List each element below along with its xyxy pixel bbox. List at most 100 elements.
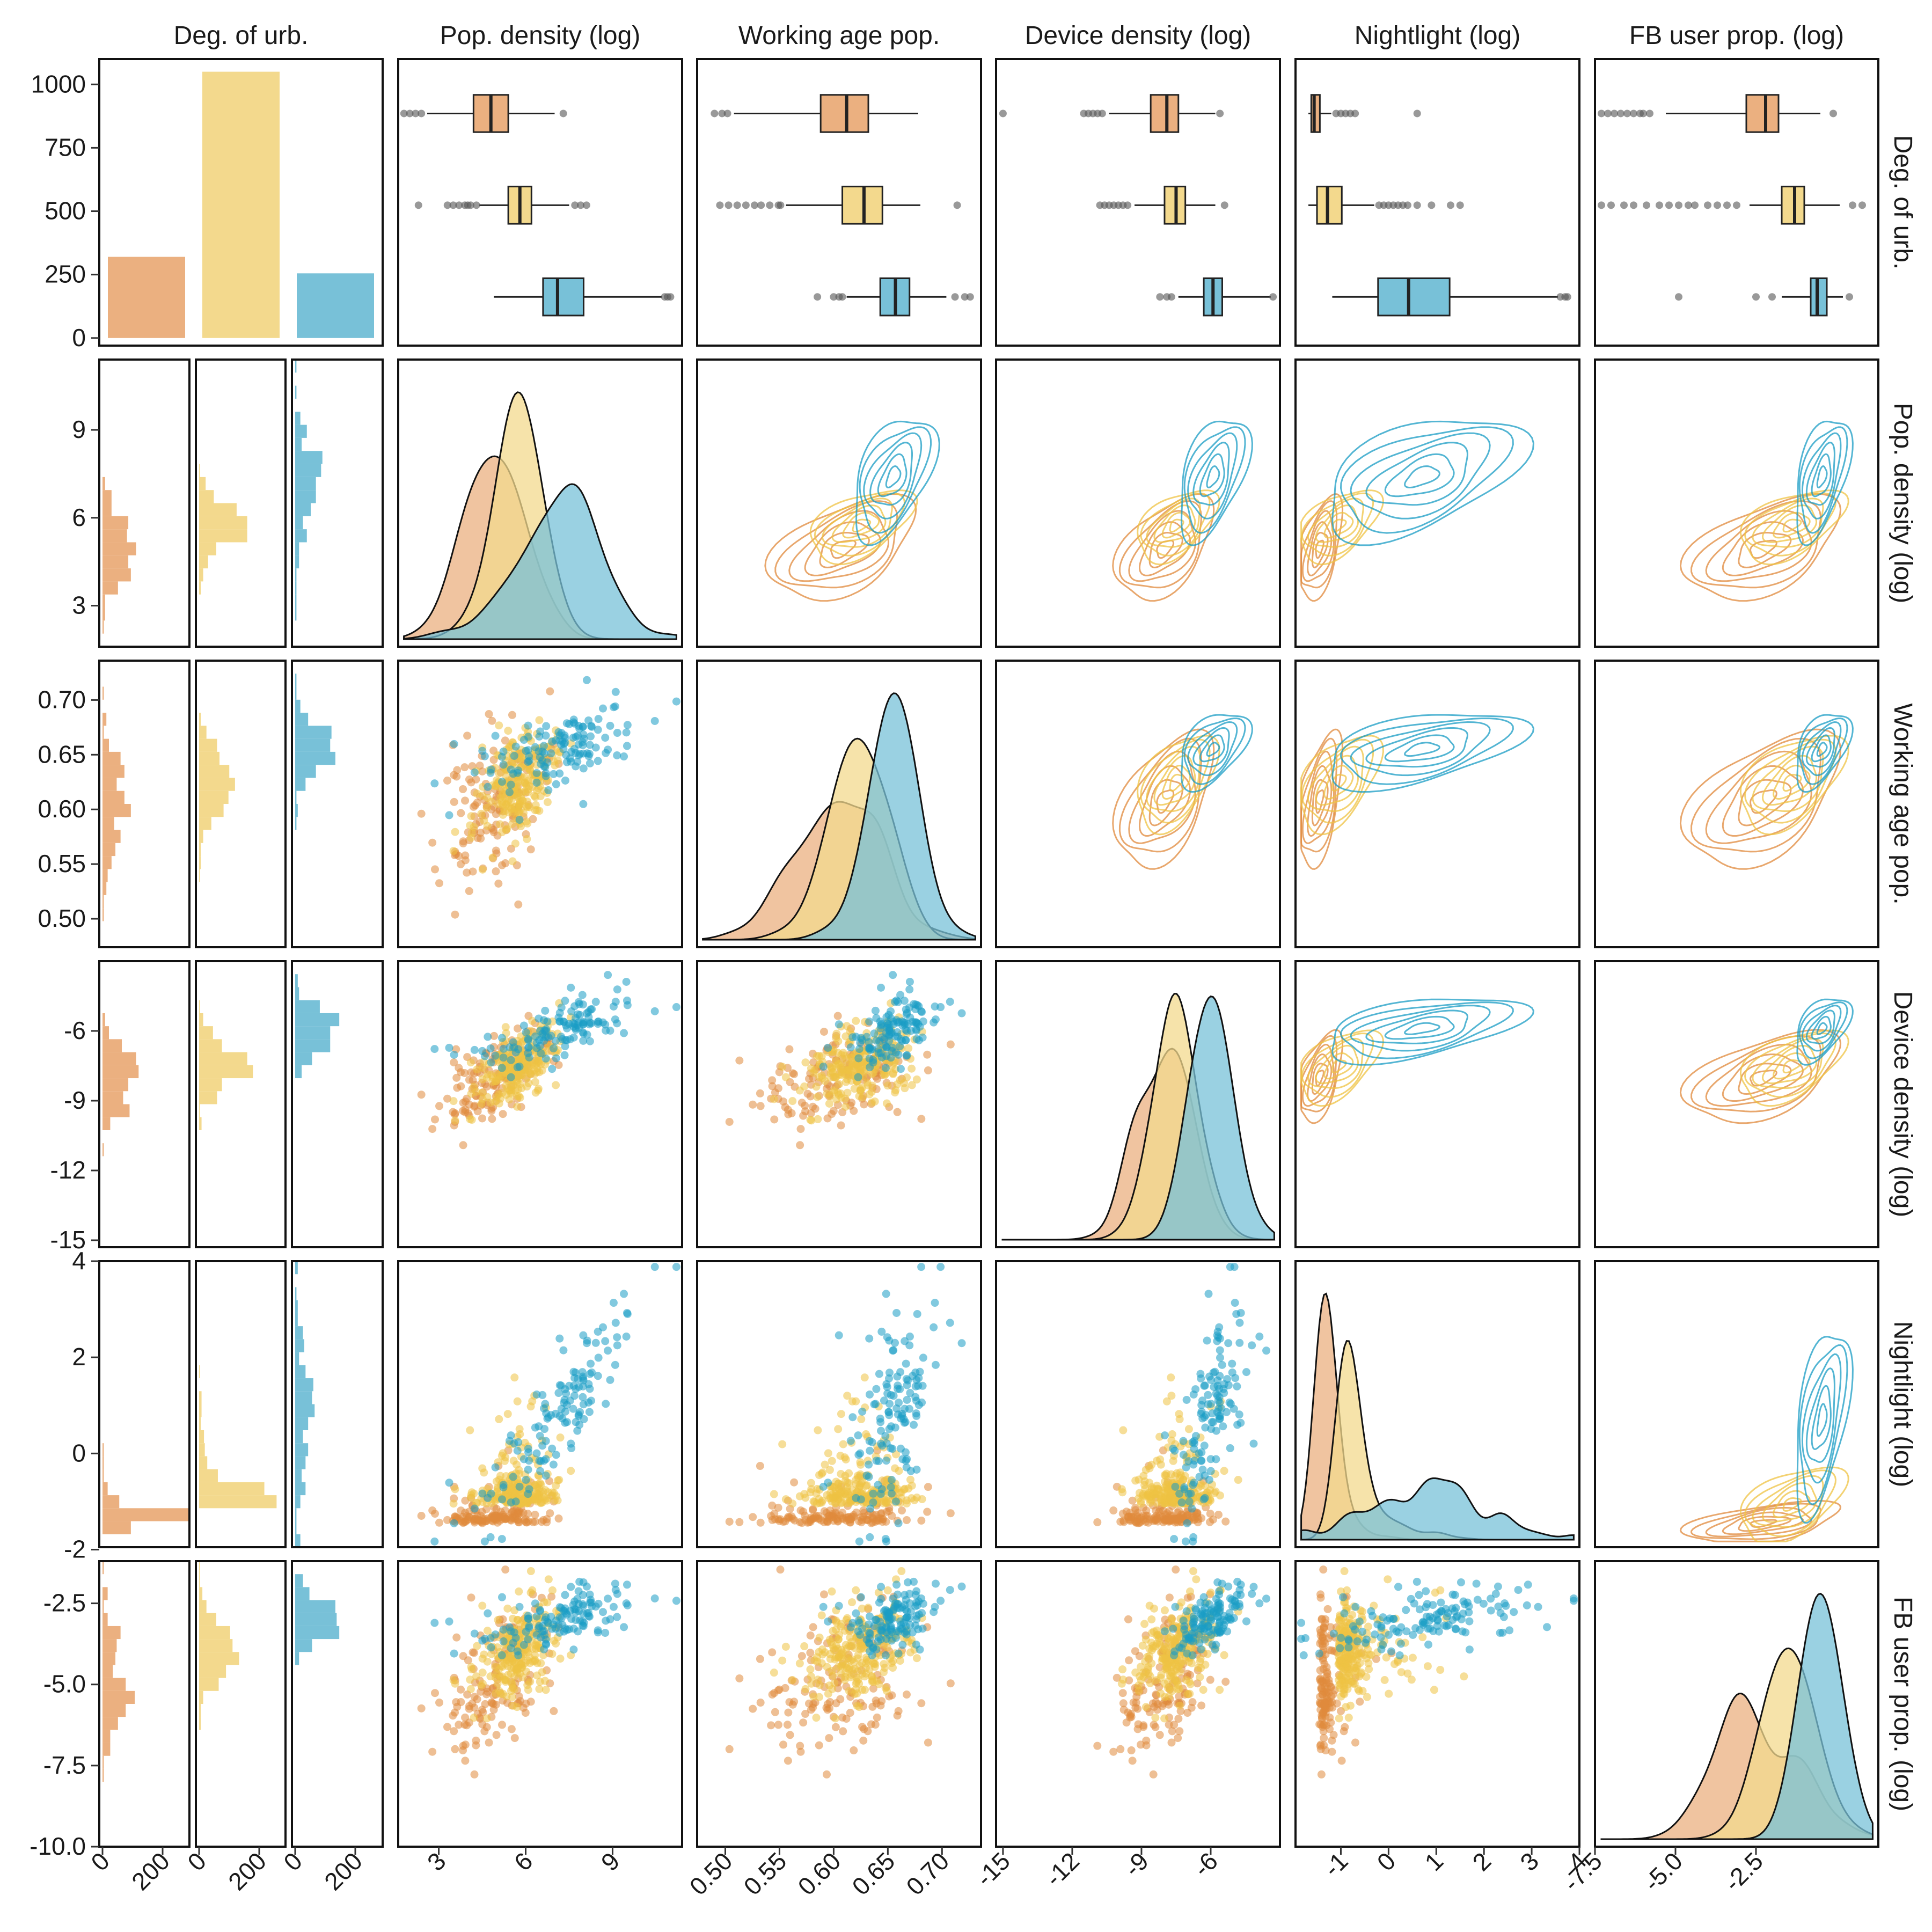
histogram-bin [103, 568, 131, 582]
scatter-point [555, 769, 564, 778]
scatter-point [918, 1624, 927, 1633]
scatter-point [536, 1467, 545, 1475]
panel-r1-c4 [1294, 358, 1580, 648]
density-contour [1722, 521, 1804, 576]
density-contour [1169, 773, 1184, 792]
scatter-point [850, 1746, 858, 1755]
scatter-point [623, 1580, 631, 1589]
scatter-point [417, 1091, 426, 1099]
histogram-bin [295, 1352, 299, 1365]
scatter-point [894, 1018, 902, 1027]
box-outlier [724, 201, 733, 209]
scatter-point [881, 1664, 889, 1672]
density-contour [1798, 426, 1848, 534]
scatter-point [514, 1516, 523, 1524]
scatter-point [587, 732, 595, 741]
scatter-point [1235, 1410, 1243, 1419]
scatter-point [857, 1495, 865, 1504]
scatter-point [903, 1051, 911, 1059]
scatter-point [578, 991, 587, 999]
scatter-point [884, 1408, 893, 1416]
histogram-bin [295, 1039, 331, 1052]
scatter-point [771, 1708, 779, 1716]
scatter-point [541, 731, 550, 740]
scatter-point [521, 778, 529, 787]
scatter-point [946, 1586, 954, 1594]
scatter-point [542, 722, 551, 730]
histogram-bin [199, 542, 216, 555]
scatter-point [450, 1727, 458, 1736]
scatter-point [594, 1599, 603, 1608]
scatter-point [514, 900, 523, 909]
scatter-point [1233, 1421, 1242, 1429]
scatter-point [1167, 1436, 1176, 1445]
scatter-point [465, 887, 473, 895]
scatter-point [497, 1034, 506, 1042]
panel-r0-c3 [995, 58, 1281, 347]
scatter-point [874, 1481, 882, 1489]
scatter-point [594, 1626, 602, 1635]
scatter-point [931, 1579, 940, 1588]
scatter-point [523, 788, 532, 796]
scatter-point [1183, 1709, 1192, 1717]
scatter-point [874, 1044, 882, 1053]
panel-frame [397, 58, 683, 347]
scatter-point [491, 1630, 500, 1639]
scatter-point [508, 808, 517, 817]
scatter-point [918, 1381, 927, 1390]
histogram-bin [199, 1717, 201, 1730]
density-contour [1192, 442, 1230, 506]
scatter-point [774, 1503, 782, 1512]
scatter-point [525, 1043, 533, 1051]
scatter-point [478, 1668, 487, 1677]
scatter-point [1122, 1718, 1131, 1727]
scatter-point [848, 1413, 857, 1422]
scatter-point [428, 1747, 437, 1756]
scatter-point [591, 743, 600, 752]
scatter-point [449, 1499, 458, 1508]
scatter-point [579, 764, 588, 773]
scatter-point [882, 1052, 891, 1060]
histogram-bin [103, 1104, 130, 1117]
scatter-point [882, 1380, 891, 1388]
scatter-point [875, 1370, 883, 1378]
scatter-point [835, 1479, 843, 1488]
scatter-point [549, 1460, 558, 1469]
panel-frame [696, 960, 982, 1248]
scatter-point [749, 1704, 757, 1713]
panel-frame [195, 960, 287, 1248]
histogram-bin [199, 1482, 265, 1496]
scatter-point [549, 1044, 558, 1052]
scatter-point [832, 1029, 841, 1038]
scatter-point [450, 797, 458, 806]
scatter-point [543, 1414, 552, 1423]
scatter-point [869, 1644, 877, 1652]
scatter-point [428, 838, 437, 847]
scatter-point [467, 1089, 475, 1098]
row-strip-label: Working age pop. [1889, 703, 1917, 904]
scatter-point [870, 1622, 879, 1630]
scatter-point [1167, 1470, 1175, 1479]
scatter-point [1198, 1465, 1207, 1474]
box-outlier [966, 293, 974, 301]
scatter-point [854, 1616, 863, 1625]
scatter-point [817, 1611, 826, 1620]
scatter-point [435, 1102, 444, 1110]
scatter-point [1189, 1537, 1197, 1546]
panel-frame [291, 1260, 384, 1548]
scatter-point [541, 1027, 550, 1035]
box-outlier [718, 109, 726, 118]
scatter-point [846, 1043, 855, 1052]
scatter-point [810, 1498, 819, 1506]
density-contour [1805, 1367, 1835, 1463]
scatter-point [908, 1481, 916, 1490]
scatter-point [536, 1432, 544, 1440]
scatter-point [902, 1359, 910, 1368]
row-strip-label: Nightlight (log) [1889, 1321, 1917, 1487]
histogram-bin [199, 804, 224, 817]
scatter-point [1199, 1495, 1208, 1504]
scatter-point [1197, 1401, 1206, 1409]
scatter-point [883, 1023, 891, 1032]
scatter-point [819, 1027, 828, 1036]
scatter-point [548, 1624, 557, 1633]
